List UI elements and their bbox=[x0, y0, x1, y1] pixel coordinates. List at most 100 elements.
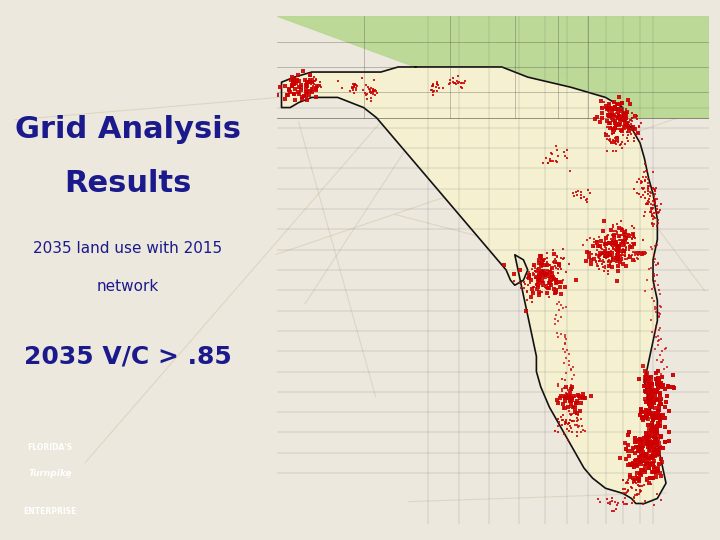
Point bbox=[621, 123, 633, 131]
Point bbox=[629, 185, 640, 193]
Point bbox=[543, 276, 554, 285]
Point bbox=[447, 74, 459, 83]
Point bbox=[644, 440, 655, 448]
Point bbox=[647, 468, 658, 477]
Point bbox=[618, 497, 629, 506]
Point bbox=[620, 110, 631, 118]
Point bbox=[562, 392, 574, 401]
Point bbox=[570, 409, 582, 418]
Point bbox=[546, 273, 558, 281]
Text: Results: Results bbox=[64, 169, 192, 198]
Point bbox=[605, 250, 616, 259]
Point bbox=[566, 383, 577, 391]
Point bbox=[600, 131, 612, 139]
Point bbox=[652, 304, 663, 313]
Point bbox=[625, 483, 636, 491]
Point bbox=[582, 236, 593, 245]
Point bbox=[599, 264, 611, 273]
Point bbox=[427, 82, 438, 90]
Point bbox=[536, 272, 547, 280]
Point bbox=[654, 432, 666, 441]
Point bbox=[545, 280, 557, 289]
Point bbox=[647, 451, 658, 460]
Point bbox=[551, 253, 562, 262]
Point bbox=[560, 418, 572, 427]
Point bbox=[550, 310, 562, 319]
Point bbox=[649, 186, 660, 194]
Point bbox=[619, 112, 631, 121]
Point bbox=[667, 382, 678, 391]
Point bbox=[538, 281, 549, 290]
Point bbox=[624, 242, 636, 251]
Point bbox=[643, 391, 654, 400]
Point bbox=[595, 118, 606, 126]
Point bbox=[577, 422, 588, 430]
Point bbox=[359, 89, 371, 97]
Point bbox=[594, 498, 606, 507]
Point bbox=[603, 245, 615, 254]
Point bbox=[626, 447, 638, 455]
Point bbox=[563, 350, 575, 359]
Point bbox=[522, 273, 534, 281]
Point bbox=[634, 474, 646, 483]
Point bbox=[644, 478, 655, 487]
Point bbox=[653, 219, 665, 227]
Point bbox=[606, 138, 617, 147]
Point bbox=[619, 234, 631, 243]
Point bbox=[605, 261, 616, 269]
Point bbox=[603, 499, 614, 508]
Point bbox=[590, 256, 602, 265]
Point bbox=[620, 445, 631, 454]
Point bbox=[559, 420, 571, 429]
Point bbox=[591, 112, 603, 121]
Point bbox=[600, 248, 612, 256]
Point bbox=[608, 239, 619, 247]
Point bbox=[635, 404, 647, 413]
Point bbox=[599, 247, 611, 255]
Point bbox=[611, 505, 622, 514]
Point bbox=[654, 380, 666, 389]
Point bbox=[641, 449, 652, 458]
Point bbox=[634, 453, 645, 462]
Point bbox=[640, 166, 652, 175]
Point bbox=[552, 399, 564, 407]
Point bbox=[534, 251, 546, 260]
Point bbox=[366, 87, 377, 96]
Point bbox=[626, 241, 637, 250]
Point bbox=[643, 184, 654, 193]
Point bbox=[606, 235, 617, 244]
Point bbox=[641, 440, 652, 448]
Point bbox=[649, 220, 660, 228]
Point bbox=[621, 232, 633, 241]
Point bbox=[634, 436, 645, 444]
Point bbox=[625, 129, 636, 138]
Point bbox=[629, 247, 641, 256]
Point bbox=[431, 78, 443, 86]
Point bbox=[638, 465, 649, 474]
Point bbox=[308, 77, 320, 85]
Point bbox=[600, 103, 611, 112]
Point bbox=[618, 246, 630, 255]
Point bbox=[642, 167, 653, 176]
Point bbox=[631, 456, 642, 464]
Point bbox=[431, 80, 443, 89]
Point bbox=[542, 159, 554, 168]
Point bbox=[629, 491, 640, 500]
Point bbox=[541, 258, 553, 266]
Point bbox=[361, 89, 372, 98]
Point bbox=[652, 332, 664, 341]
Point bbox=[618, 238, 629, 246]
Point bbox=[641, 451, 652, 460]
Point bbox=[616, 125, 627, 134]
Point bbox=[296, 83, 307, 92]
Point bbox=[293, 83, 305, 91]
Point bbox=[583, 248, 595, 257]
Point bbox=[621, 117, 632, 125]
Point bbox=[647, 197, 659, 205]
Point bbox=[618, 245, 629, 253]
Point bbox=[615, 140, 626, 149]
Point bbox=[351, 82, 363, 91]
Point bbox=[614, 258, 626, 267]
Point bbox=[656, 358, 667, 367]
Point bbox=[651, 195, 662, 204]
